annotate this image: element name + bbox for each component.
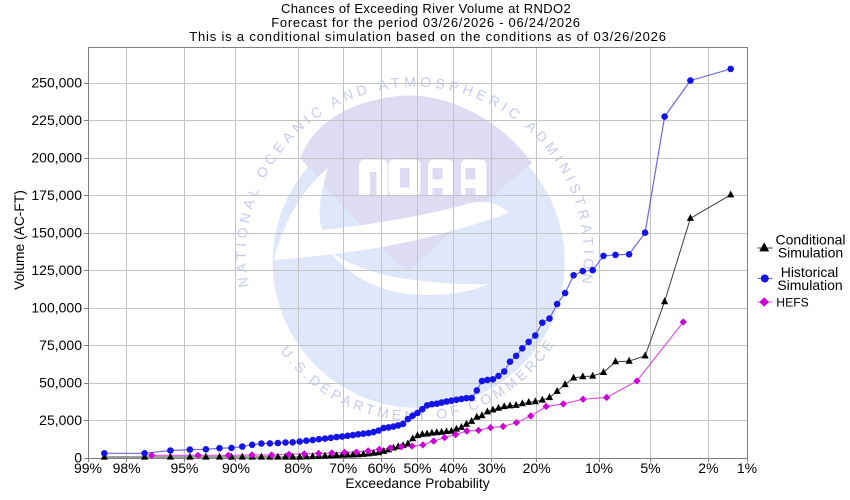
svg-text:Volume (AC-FT): Volume (AC-FT) — [12, 190, 27, 290]
svg-text:20%: 20% — [523, 460, 551, 476]
svg-text:99%: 99% — [74, 460, 102, 476]
svg-text:70%: 70% — [329, 460, 357, 476]
svg-text:Simulation: Simulation — [777, 277, 842, 293]
svg-text:Chances of Exceeding River Vol: Chances of Exceeding River Volume at RND… — [281, 1, 571, 16]
svg-text:0: 0 — [74, 450, 82, 466]
svg-text:75,000: 75,000 — [39, 337, 82, 353]
svg-text:5%: 5% — [640, 460, 660, 476]
svg-text:25,000: 25,000 — [39, 412, 82, 428]
svg-text:30%: 30% — [478, 460, 506, 476]
svg-text:60%: 60% — [368, 460, 396, 476]
svg-text:175,000: 175,000 — [31, 187, 82, 203]
svg-text:98%: 98% — [113, 460, 141, 476]
svg-text:90%: 90% — [222, 460, 250, 476]
svg-text:HEFS: HEFS — [776, 295, 809, 309]
svg-text:125,000: 125,000 — [31, 262, 82, 278]
svg-text:This is a conditional simulati: This is a conditional simulation based o… — [189, 29, 667, 44]
svg-text:50,000: 50,000 — [39, 375, 82, 391]
svg-text:225,000: 225,000 — [31, 112, 82, 128]
svg-text:1%: 1% — [737, 460, 757, 476]
svg-text:250,000: 250,000 — [31, 75, 82, 91]
svg-text:200,000: 200,000 — [31, 150, 82, 166]
svg-text:Historical: Historical — [781, 264, 839, 280]
svg-text:10%: 10% — [585, 460, 613, 476]
svg-text:50%: 50% — [403, 460, 431, 476]
svg-text:150,000: 150,000 — [31, 225, 82, 241]
svg-text:Simulation: Simulation — [778, 245, 843, 261]
svg-text:40%: 40% — [439, 460, 467, 476]
svg-text:Conditional: Conditional — [775, 232, 845, 248]
svg-text:2%: 2% — [698, 460, 718, 476]
svg-text:100,000: 100,000 — [31, 300, 82, 316]
svg-text:95%: 95% — [170, 460, 198, 476]
svg-text:80%: 80% — [284, 460, 312, 476]
svg-text:Forecast for the period 03/26/: Forecast for the period 03/26/2026 - 06/… — [271, 15, 580, 30]
svg-text:Exceedance Probability: Exceedance Probability — [345, 476, 489, 491]
